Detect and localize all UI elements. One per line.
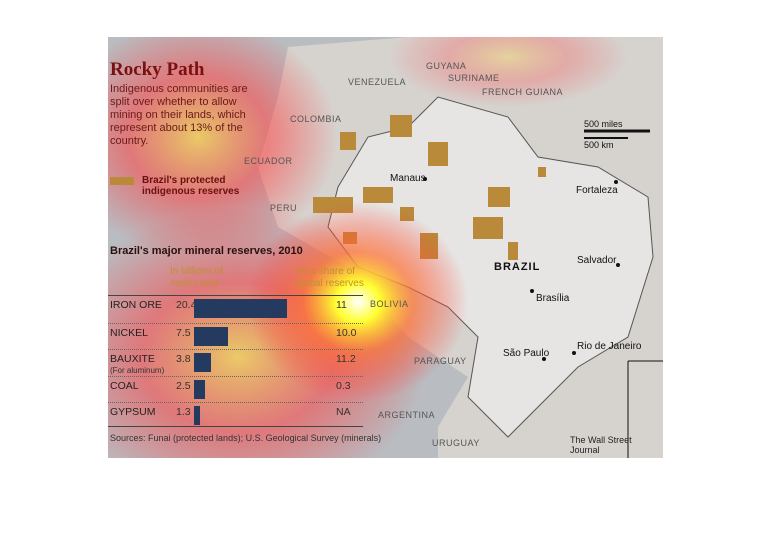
- legend-swatch: [110, 177, 134, 185]
- sources-note: Sources: Funai (protected lands); U.S. G…: [110, 433, 382, 443]
- value-label: 7.5: [176, 326, 191, 339]
- table-row: GYPSUM 1.3 NA: [108, 402, 363, 429]
- mineral-name: COAL: [110, 379, 139, 392]
- country-label-colombia: COLOMBIA: [290, 114, 342, 124]
- bar: [194, 326, 229, 346]
- city-dot-fortaleza: [614, 180, 618, 184]
- city-label-brasilia: Brasília: [536, 293, 570, 304]
- table-top-rule: [108, 295, 363, 296]
- country-label-uruguay: URUGUAY: [432, 438, 480, 448]
- infographic: GUYANA SURINAME FRENCH GUIANA VENEZUELA …: [108, 37, 663, 458]
- infographic-title: Rocky Path: [110, 59, 205, 80]
- value-label: 1.3: [176, 406, 191, 418]
- country-label-argentina: ARGENTINA: [378, 410, 436, 420]
- country-label-french-guiana: FRENCH GUIANA: [482, 87, 564, 97]
- scale-label-miles: 500 miles: [584, 119, 623, 129]
- city-dot-salvador: [616, 263, 620, 267]
- share-label: 0.3: [336, 379, 351, 392]
- country-label-peru: PERU: [270, 203, 298, 213]
- value-label: 3.8: [176, 353, 191, 365]
- table-row: COAL 2.5 0.3: [108, 375, 363, 403]
- bar: [194, 379, 206, 399]
- value-label: 20.4: [176, 299, 197, 311]
- country-label-paraguay: PARAGUAY: [414, 356, 467, 366]
- bar: [194, 299, 287, 318]
- share-label: NA: [336, 406, 351, 418]
- share-label: 11.2: [336, 353, 356, 365]
- country-label-bolivia: BOLIVIA: [370, 299, 409, 309]
- mineral-name: GYPSUM: [110, 406, 156, 418]
- country-label-ecuador: ECUADOR: [244, 156, 293, 166]
- legend: Brazil's protected indigenous reserves: [110, 175, 242, 197]
- share-label: 11: [336, 299, 347, 311]
- mineral-name: NICKEL: [110, 326, 148, 339]
- intro-text: Indigenous communities are split over wh…: [110, 83, 248, 147]
- bar: [194, 353, 212, 372]
- bar: [194, 406, 200, 425]
- mineral-name: BAUXITE: [110, 353, 155, 365]
- table-row: NICKEL 7.5 10.0: [108, 322, 363, 350]
- city-dot-sao-paulo: [542, 357, 546, 361]
- city-label-sao-paulo: São Paulo: [503, 348, 550, 359]
- city-dot-manaus: [423, 177, 427, 181]
- value-label: 2.5: [176, 379, 191, 392]
- chart-title: Brazil's major mineral reserves, 2010: [110, 245, 303, 257]
- mineral-note: (For aluminum): [110, 366, 165, 375]
- credit: The Wall Street Journal: [570, 435, 632, 455]
- value-column-header: In billions of metric tons: [170, 266, 223, 289]
- city-label-fortaleza: Fortaleza: [576, 185, 618, 196]
- city-label-salvador: Salvador: [577, 255, 617, 266]
- share-label: 10.0: [336, 326, 357, 339]
- city-label-manaus: Manaus: [390, 173, 426, 184]
- table-bottom-rule: [108, 426, 363, 427]
- country-label-brazil: BRAZIL: [494, 261, 541, 273]
- city-dot-rio: [572, 351, 576, 355]
- scale-label-km: 500 km: [584, 140, 614, 150]
- mineral-name: IRON ORE: [110, 299, 162, 311]
- country-label-suriname: SURINAME: [448, 73, 500, 83]
- share-column-header: As a share of global reserves: [296, 266, 364, 289]
- table-row: BAUXITE (For aluminum) 3.8 11.2: [108, 349, 363, 376]
- country-label-guyana: GUYANA: [426, 61, 467, 71]
- table-row: IRON ORE 20.4 11: [108, 296, 363, 322]
- city-dot-brasilia: [530, 289, 534, 293]
- legend-label: Brazil's protected indigenous reserves: [142, 175, 240, 197]
- city-label-rio: Rio de Janeiro: [577, 341, 642, 352]
- country-label-venezuela: VENEZUELA: [348, 77, 407, 87]
